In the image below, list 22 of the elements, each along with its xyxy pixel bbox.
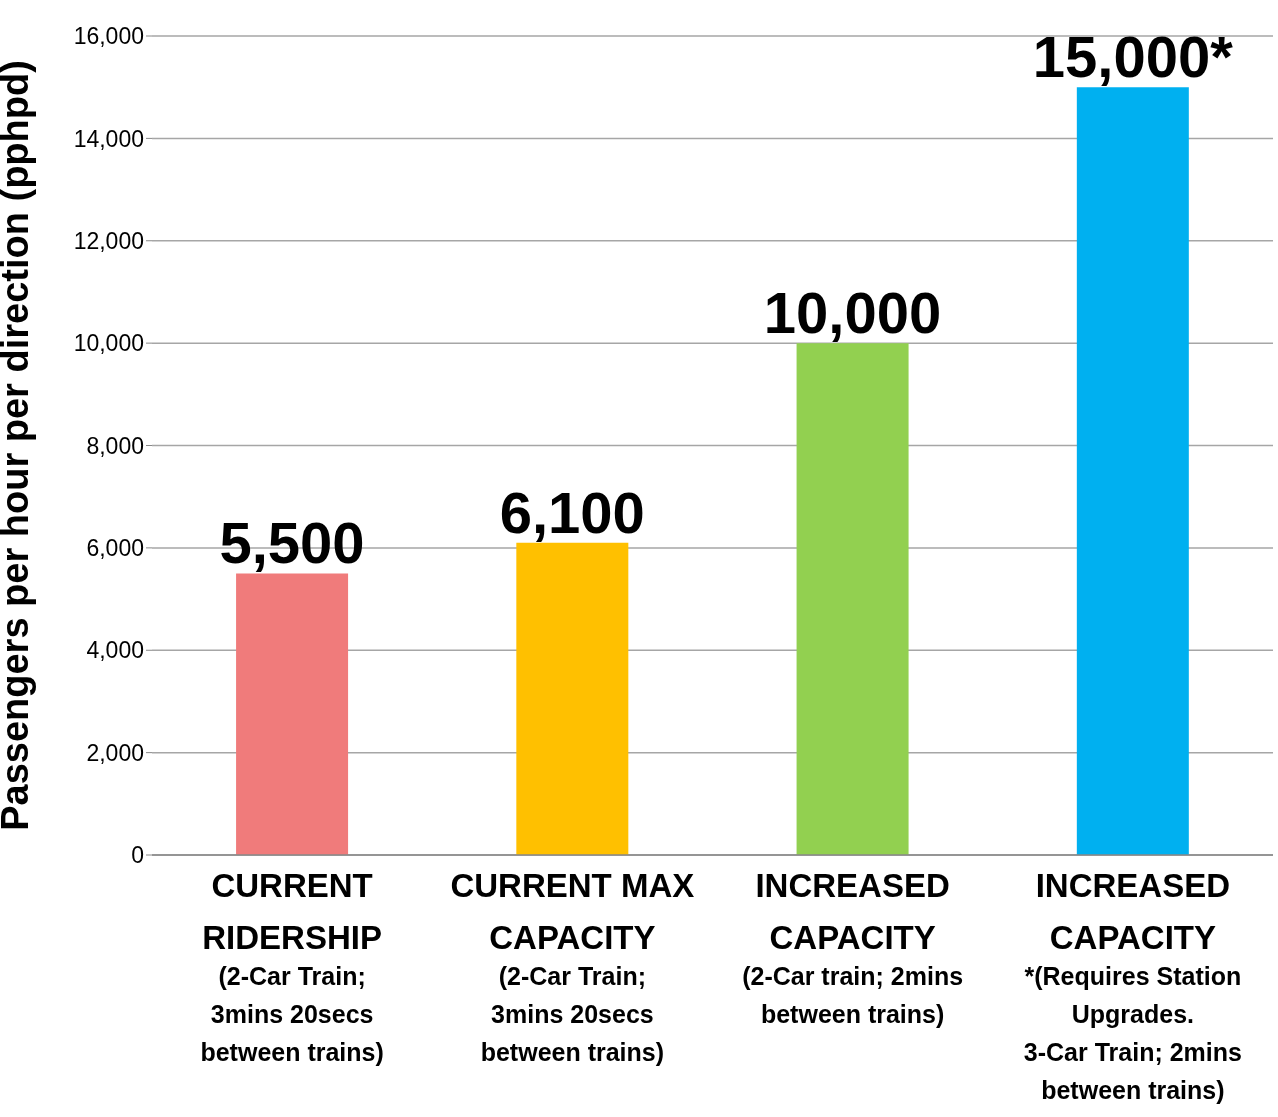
y-tick-label: 8,000 <box>86 432 144 459</box>
bar <box>1076 87 1189 855</box>
y-tick-label: 2,000 <box>86 739 144 766</box>
x-tick-label: CURRENT RIDERSHIP (2-Car Train; 3mins 20secs between trains) <box>200 867 384 1066</box>
data-label: 15,000* <box>1032 24 1234 90</box>
bar <box>236 573 349 855</box>
data-label: 10,000 <box>763 280 942 346</box>
y-tick-label: 12,000 <box>73 227 144 254</box>
data-label: 6,100 <box>499 479 645 545</box>
y-axis-title: Passengers per hour per direction (pphpd) <box>0 60 37 831</box>
y-tick-label: 0 <box>131 842 144 869</box>
x-tick-label: INCREASED CAPACITY *(Requires Station Upgrades. 3-Car Train; 2mins between trains) <box>1023 867 1242 1104</box>
bar <box>796 343 909 855</box>
y-tick-label: 10,000 <box>73 330 144 357</box>
x-tick-label: INCREASED CAPACITY (2-Car train; 2mins between trains) <box>742 867 964 1028</box>
y-tick-label: 14,000 <box>73 125 144 152</box>
data-label: 5,500 <box>219 510 365 576</box>
x-tick-label: CURRENT MAX CAPACITY (2-Car Train; 3mins 20secs between trains) <box>450 867 695 1066</box>
y-tick-label: 16,000 <box>73 23 144 50</box>
y-tick-label: 6,000 <box>86 535 144 562</box>
y-tick-label: 4,000 <box>86 637 144 664</box>
bar <box>516 542 629 855</box>
